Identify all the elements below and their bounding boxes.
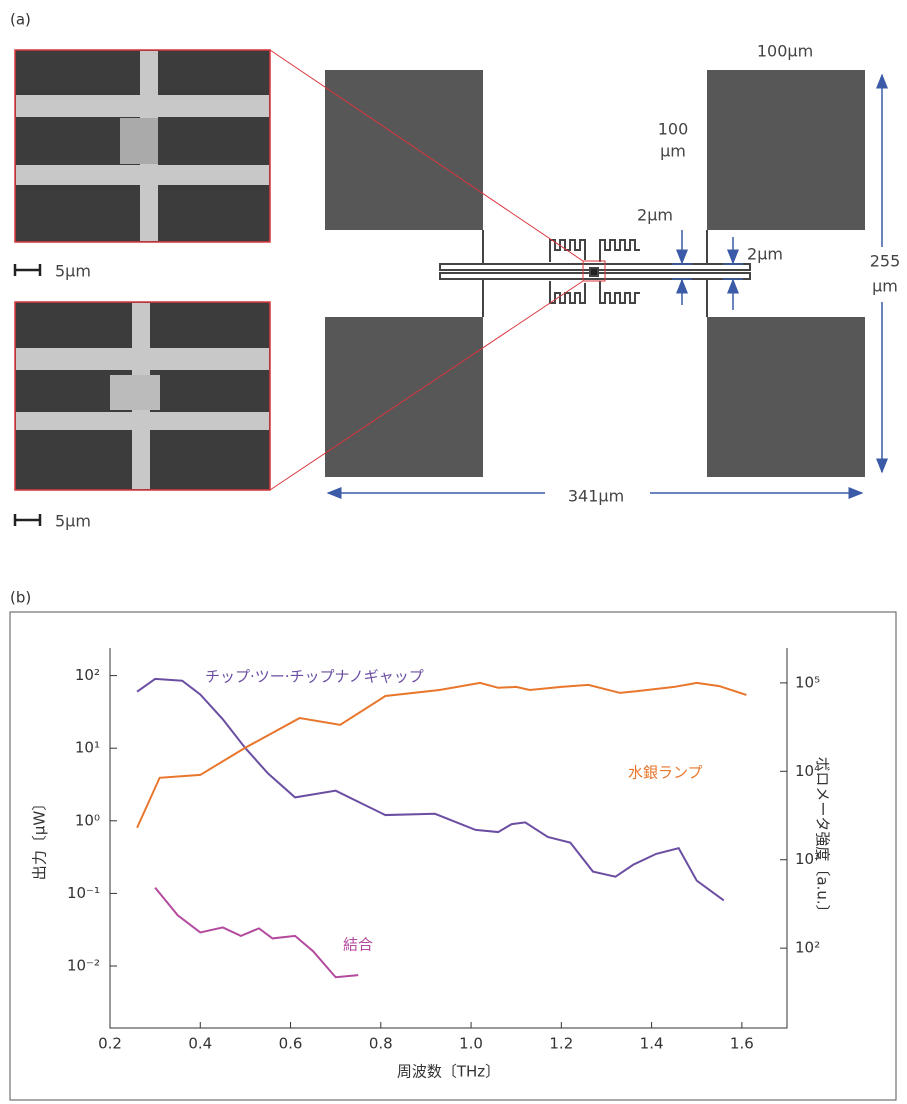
dimension: 255	[870, 252, 901, 271]
y-axis-title: 出力〔μW〕	[31, 796, 49, 880]
series-label: 水銀ランプ	[628, 764, 703, 782]
figure: (a) 5μm 5μm 100μm 100 μm 2μm 2μm 255 μm …	[0, 0, 907, 1104]
y-tick-label: 10⁻¹	[67, 884, 100, 902]
micrograph	[15, 50, 270, 242]
dimension: 2μm	[637, 206, 673, 225]
micrograph	[15, 302, 270, 490]
x-tick-label: 1.6	[730, 1035, 754, 1053]
series-label: チップ·ツー·チップナノギャップ	[205, 668, 424, 686]
series-line	[155, 888, 358, 978]
scale-label: 5μm	[55, 262, 91, 281]
y-tick-label: 10²	[75, 666, 100, 684]
series-line	[137, 683, 746, 828]
x-tick-label: 0.2	[98, 1035, 122, 1053]
y-tick-label: 10⁻²	[67, 957, 100, 975]
series-line	[137, 679, 724, 901]
x-tick-label: 1.2	[549, 1035, 573, 1053]
scale-label: 5μm	[55, 512, 91, 531]
panel-label: (a)	[10, 11, 31, 29]
dimension: 341μm	[568, 487, 624, 506]
dimension: 2μm	[747, 245, 783, 264]
x-tick-label: 1.4	[640, 1035, 664, 1053]
axis	[110, 648, 787, 1028]
chart-frame	[10, 612, 896, 1100]
scale-bar	[15, 264, 40, 276]
dimension: μm	[872, 277, 898, 296]
x-tick-label: 0.6	[279, 1035, 303, 1053]
series-label: 結合	[343, 936, 373, 954]
x-tick-label: 1.0	[459, 1035, 483, 1053]
y2-tick-label: 10⁵	[795, 673, 820, 691]
y2-axis-title: ボロメータ強度〔a.u.〕	[814, 756, 832, 919]
y-tick-label: 10⁰	[75, 811, 100, 829]
x-tick-label: 0.4	[188, 1035, 212, 1053]
y2-tick-label: 10²	[795, 939, 820, 957]
dimension: 100μm	[757, 42, 813, 61]
x-axis-title: 周波数〔THz〕	[397, 1063, 500, 1081]
panel-label: (b)	[10, 589, 31, 607]
dimension: μm	[660, 142, 686, 161]
device	[440, 230, 750, 317]
x-tick-label: 0.8	[369, 1035, 393, 1053]
scale-bar	[15, 514, 40, 526]
dimension: 100	[658, 120, 689, 139]
y-tick-label: 10¹	[75, 739, 100, 757]
